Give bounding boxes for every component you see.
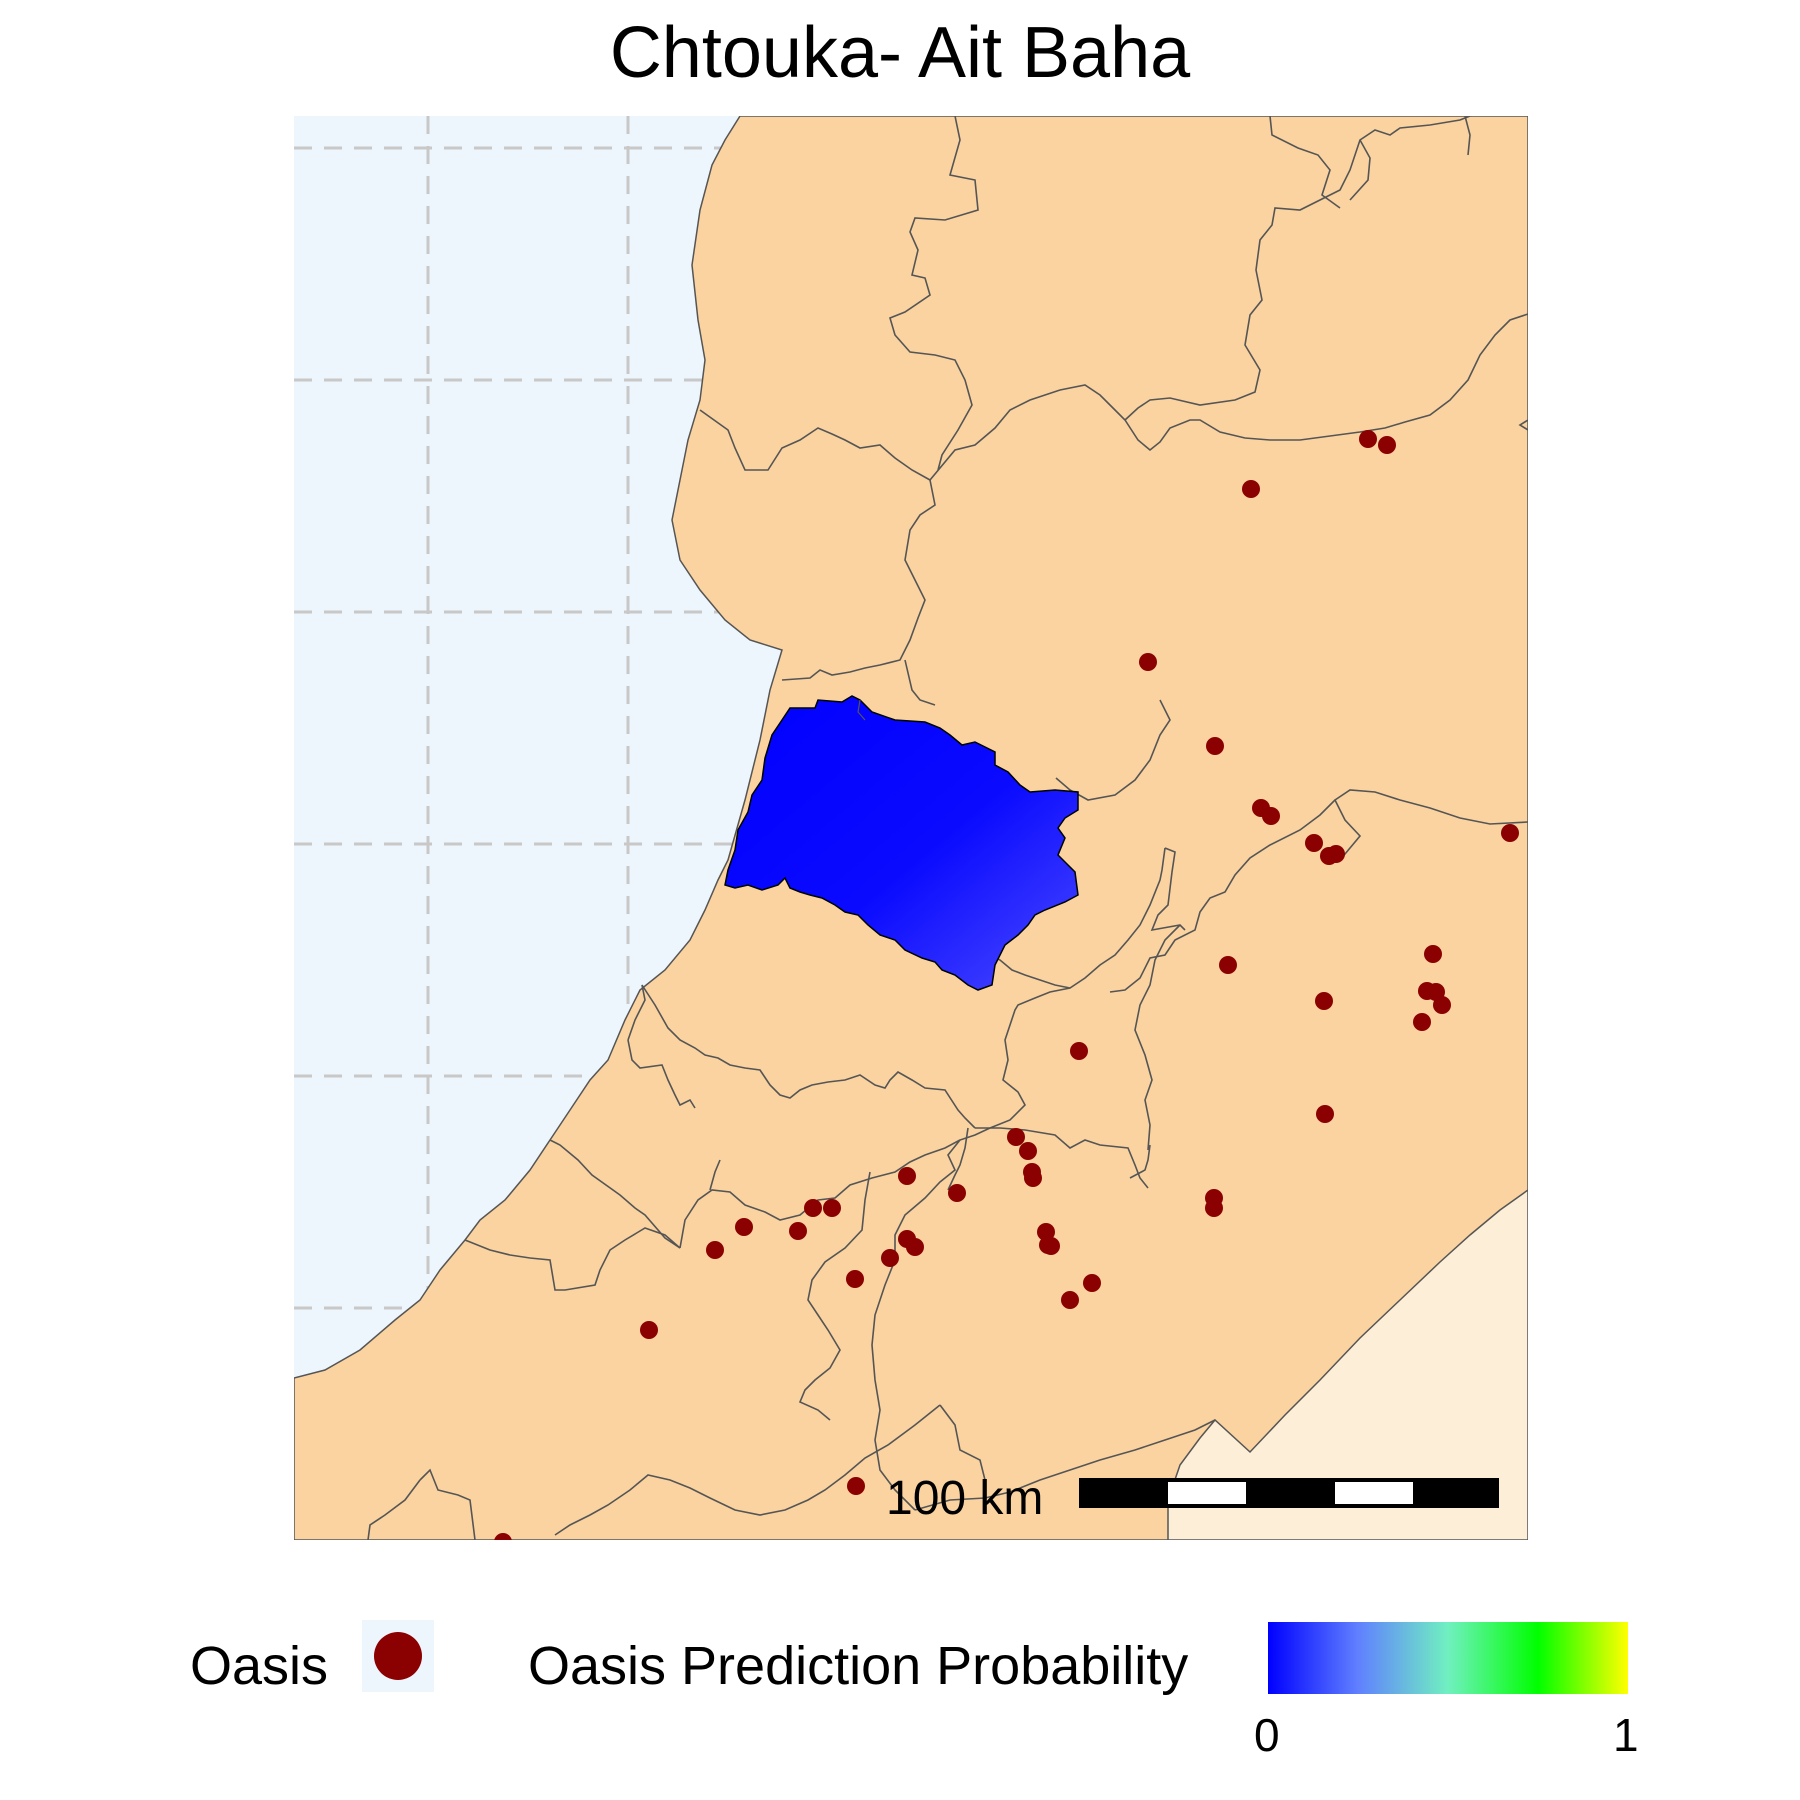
scale-bar-label: 100 km (886, 1472, 1043, 1525)
oasis-marker[interactable] (846, 1270, 864, 1288)
oasis-marker[interactable] (1042, 1237, 1060, 1255)
oasis-marker[interactable] (1024, 1169, 1042, 1187)
oasis-marker[interactable] (847, 1477, 865, 1495)
oasis-marker[interactable] (640, 1321, 658, 1339)
oasis-marker[interactable] (1378, 436, 1396, 454)
oasis-marker[interactable] (1061, 1291, 1079, 1309)
oasis-marker[interactable] (948, 1184, 966, 1202)
page-title: Chtouka- Ait Baha (609, 13, 1191, 93)
oasis-marker[interactable] (1242, 480, 1260, 498)
oasis-marker[interactable] (1070, 1042, 1088, 1060)
oasis-markers (494, 430, 1519, 1551)
oasis-marker[interactable] (1083, 1274, 1101, 1292)
oasis-marker[interactable] (906, 1238, 924, 1256)
oasis-marker[interactable] (1315, 992, 1333, 1010)
oasis-marker[interactable] (1219, 956, 1237, 974)
legend-probability-label: Oasis Prediction Probability (528, 1636, 1189, 1696)
oasis-marker[interactable] (1316, 1105, 1334, 1123)
region-internal-boundary (857, 699, 866, 721)
oasis-marker[interactable] (1007, 1128, 1025, 1146)
oasis-marker[interactable] (804, 1199, 822, 1217)
prediction-region-chtouka-ait-baha[interactable] (724, 695, 1079, 991)
oasis-marker[interactable] (823, 1199, 841, 1217)
oasis-marker[interactable] (1205, 1199, 1223, 1217)
oasis-marker[interactable] (1262, 807, 1280, 825)
probability-colorbar (1268, 1622, 1628, 1694)
desert-area (1167, 1189, 1528, 1540)
legend-oasis-key (362, 1620, 434, 1692)
oasis-marker[interactable] (1359, 430, 1377, 448)
oasis-marker[interactable] (1139, 653, 1157, 671)
oasis-marker[interactable] (735, 1218, 753, 1236)
oasis-marker[interactable] (1305, 834, 1323, 852)
oasis-marker[interactable] (1501, 824, 1519, 842)
oasis-marker[interactable] (1413, 1013, 1431, 1031)
oasis-marker[interactable] (1433, 996, 1451, 1014)
oasis-marker[interactable] (494, 1533, 512, 1551)
oasis-marker[interactable] (1019, 1142, 1037, 1160)
oasis-marker[interactable] (1424, 945, 1442, 963)
oasis-marker[interactable] (898, 1167, 916, 1185)
legend-oasis-label: Oasis (190, 1636, 329, 1696)
oasis-marker[interactable] (1206, 737, 1224, 755)
oasis-dot-icon (374, 1632, 422, 1680)
oasis-marker[interactable] (706, 1241, 724, 1259)
scale-bar: 100 km (886, 1472, 1499, 1525)
oasis-marker[interactable] (789, 1222, 807, 1240)
oasis-marker[interactable] (881, 1249, 899, 1267)
oasis-marker[interactable] (1327, 845, 1345, 863)
colorbar-min-label: 0 (1254, 1709, 1280, 1761)
colorbar-max-label: 1 (1613, 1709, 1639, 1761)
